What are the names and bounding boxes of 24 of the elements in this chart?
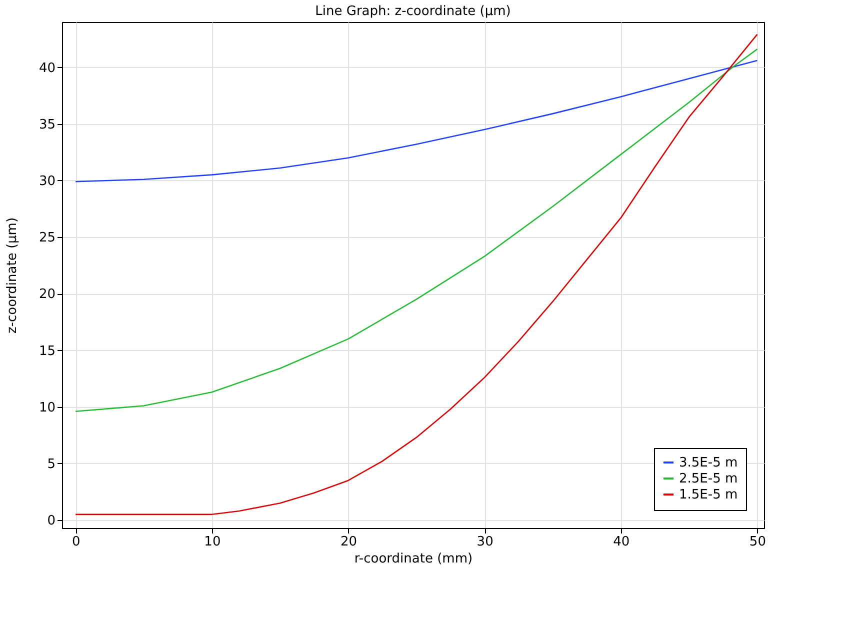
x-axis-title: r-coordinate (mm) <box>354 552 473 566</box>
y-tick-label: 25 <box>38 230 56 246</box>
y-tick-label: 5 <box>47 456 56 472</box>
y-tick-label: 10 <box>38 400 56 416</box>
y-tick-label: 35 <box>38 117 56 132</box>
line-series <box>74 48 758 412</box>
line-series <box>74 60 758 182</box>
y-tick-label: 0 <box>47 514 56 529</box>
y-axis-title: z-coordinate (µm) <box>4 217 20 334</box>
x-tick-label: 10 <box>204 534 221 550</box>
legend-label: 1.5E-5 m <box>679 488 738 502</box>
legend-label: 2.5E-5 m <box>679 472 738 486</box>
x-tick-label: 50 <box>749 534 766 550</box>
y-tick-label: 30 <box>38 174 56 189</box>
y-tick-label: 15 <box>38 344 56 359</box>
y-tick-label: 20 <box>38 287 56 302</box>
x-tick-label: 30 <box>476 534 494 550</box>
x-tick-label: 20 <box>340 534 358 550</box>
legend-label: 3.5E-5 m <box>679 456 738 470</box>
x-tick-label: 40 <box>613 534 630 550</box>
x-tick-label: 0 <box>72 534 80 550</box>
y-tick-label: 40 <box>38 60 56 76</box>
line-series <box>74 34 758 516</box>
chart-title: Line Graph: z-coordinate (µm) <box>315 4 511 19</box>
